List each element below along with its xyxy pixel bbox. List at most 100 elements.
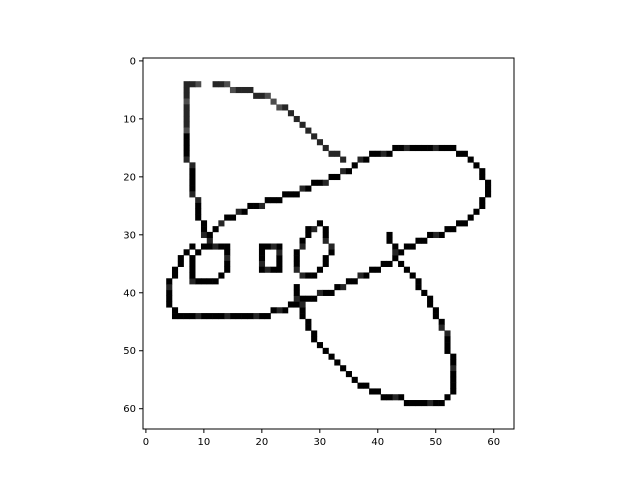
- heatmap-cell: [322, 226, 329, 233]
- heatmap-cell: [369, 388, 376, 395]
- heatmap-cell: [276, 104, 283, 111]
- heatmap-cell: [189, 266, 196, 273]
- heatmap-cell: [212, 243, 219, 250]
- heatmap-cell: [276, 266, 283, 273]
- heatmap-cell: [392, 394, 399, 401]
- heatmap-cell: [200, 313, 208, 320]
- heatmap-cell: [299, 313, 306, 320]
- heatmap-cell: [438, 400, 445, 407]
- heatmap-cell: [363, 272, 370, 279]
- y-axis: 0 10 20 30 40 50 60: [123, 56, 143, 415]
- heatmap-cell: [293, 260, 300, 267]
- heatmap-cell: [357, 156, 364, 163]
- heatmap-cell: [276, 249, 283, 256]
- heatmap-cell: [438, 324, 445, 331]
- heatmap-cell: [177, 260, 184, 267]
- x-tick-label: 60: [487, 437, 500, 448]
- heatmap-cell: [258, 266, 266, 273]
- heatmap-cell: [195, 214, 202, 221]
- heatmap-cell: [392, 249, 399, 256]
- heatmap-cell: [311, 330, 318, 337]
- heatmap-cell: [305, 127, 312, 134]
- heatmap-cell: [351, 278, 358, 285]
- heatmap-cell: [305, 185, 312, 192]
- heatmap-cell: [229, 313, 237, 320]
- heatmap-cell: [316, 266, 324, 273]
- heatmap-cell: [293, 249, 300, 256]
- heatmap-cell: [166, 301, 173, 308]
- heatmap-cell: [432, 313, 439, 320]
- heatmap-cell: [322, 289, 329, 296]
- heatmap-cell: [351, 162, 358, 169]
- heatmap-cell: [206, 237, 213, 244]
- heatmap-cell: [235, 208, 242, 215]
- heatmap-cell: [183, 249, 190, 256]
- heatmap-cell: [258, 249, 266, 256]
- y-tick-label: 0: [130, 56, 136, 67]
- heatmap-cell: [270, 98, 277, 105]
- heatmap-cell: [403, 266, 410, 273]
- heatmap-cell: [212, 226, 219, 233]
- heatmap-cell: [299, 237, 306, 244]
- heatmap-cell: [351, 376, 358, 383]
- heatmap-cell: [328, 150, 335, 157]
- heatmap-cell: [206, 243, 213, 250]
- heatmap-cell: [189, 278, 196, 285]
- heatmap-cell: [311, 272, 318, 279]
- heatmap-cell: [386, 231, 393, 239]
- heatmap-cell: [183, 98, 190, 105]
- x-tick-label: 10: [198, 437, 211, 448]
- heatmap-cell: [456, 150, 463, 157]
- heatmap-cell: [247, 202, 254, 210]
- heatmap-cell: [415, 284, 422, 291]
- heatmap-cell: [200, 278, 208, 285]
- heatmap-cell: [450, 376, 457, 383]
- heatmap-cell: [392, 144, 399, 152]
- heatmap-cell: [316, 220, 324, 227]
- x-tick-label: 30: [313, 437, 326, 448]
- heatmap-cell: [421, 400, 428, 407]
- heatmap-cell: [195, 313, 202, 320]
- x-tick-label: 0: [143, 437, 149, 448]
- heatmap-cell: [438, 231, 445, 239]
- heatmap-cell: [311, 336, 318, 343]
- heatmap-cell: [235, 86, 242, 94]
- heatmap-cells: [166, 81, 492, 407]
- heatmap-cell: [166, 295, 173, 302]
- heatmap-cell: [218, 81, 225, 88]
- heatmap-cell: [253, 313, 260, 320]
- heatmap-cell: [467, 214, 474, 221]
- heatmap-cell: [293, 284, 300, 291]
- heatmap-cell: [212, 278, 219, 285]
- heatmap-cell: [299, 301, 306, 308]
- heatmap-cell: [258, 313, 266, 320]
- heatmap-cell: [183, 139, 190, 146]
- heatmap-cell: [195, 249, 202, 256]
- heatmap-cell: [241, 313, 248, 320]
- heatmap-cell: [398, 249, 405, 256]
- heatmap-cell: [444, 394, 451, 401]
- heatmap-cell: [427, 295, 434, 302]
- heatmap-cell: [183, 150, 190, 157]
- heatmap-cell: [195, 202, 202, 210]
- heatmap-cell: [293, 301, 300, 308]
- heatmap-cell: [345, 278, 352, 285]
- heatmap-cell: [183, 115, 190, 123]
- heatmap-cell: [189, 191, 196, 198]
- heatmap-cell: [253, 92, 260, 99]
- heatmap-cell: [415, 237, 422, 244]
- heatmap-cell: [345, 371, 352, 378]
- heatmap-cell: [299, 272, 306, 279]
- heatmap-cell: [218, 313, 225, 320]
- heatmap-cell: [171, 266, 179, 273]
- heatmap-cell: [276, 260, 283, 267]
- heatmap-cell: [427, 144, 434, 152]
- heatmap-cell: [444, 336, 451, 343]
- heatmap-cell: [299, 121, 306, 128]
- heatmap-cell: [293, 115, 300, 123]
- heatmap-cell: [229, 86, 237, 94]
- heatmap-cell: [218, 220, 225, 227]
- heatmap-cell: [380, 394, 387, 401]
